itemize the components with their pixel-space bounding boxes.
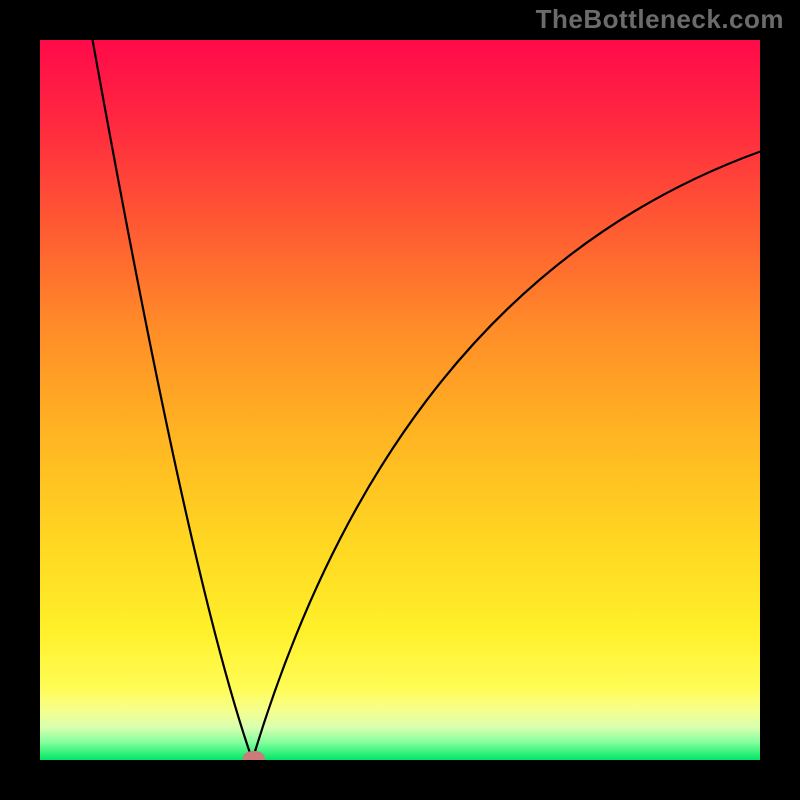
- gradient-background: [40, 40, 760, 760]
- plot-svg: [40, 40, 760, 760]
- watermark-text: TheBottleneck.com: [536, 4, 784, 35]
- plot-area: [40, 40, 760, 760]
